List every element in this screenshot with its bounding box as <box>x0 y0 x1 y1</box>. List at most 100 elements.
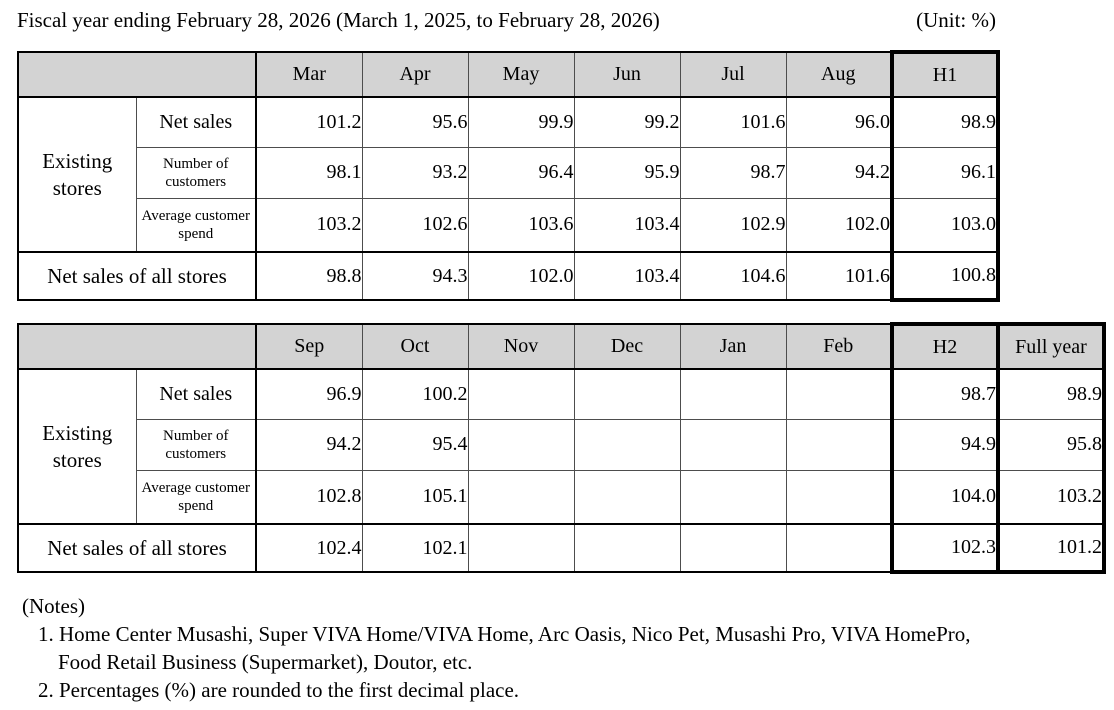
table-cell <box>467 368 575 420</box>
table-cell-h2-total: 94.9 <box>890 418 1000 471</box>
table-cell: 104.6 <box>679 251 787 301</box>
table-row: Average customer spend 102.8 105.1 104.0… <box>18 469 1106 525</box>
table-cell: 94.3 <box>361 251 469 301</box>
table-cell: 103.4 <box>573 251 681 301</box>
table-cell: 98.1 <box>255 146 363 199</box>
table-row: Sep Oct Nov Dec Jan Feb H2 Full year <box>17 322 1106 370</box>
table-cell: 102.0 <box>467 251 575 301</box>
row-label-all-stores: Net sales of all stores <box>17 523 257 573</box>
table-cell: 95.9 <box>573 146 681 199</box>
table-cell: 102.8 <box>255 469 363 525</box>
table-cell: 102.9 <box>679 197 787 253</box>
table-cell <box>679 368 787 420</box>
row-label-avg-spend: Average customer spend <box>135 197 257 253</box>
col-header-may: May <box>467 51 575 98</box>
table-row: Mar Apr May Jun Jul Aug H1 <box>17 50 1000 98</box>
title-bar: Fiscal year ending February 28, 2026 (Ma… <box>17 8 996 33</box>
table-row: Net sales of all stores 102.4 102.1 102.… <box>17 523 1106 574</box>
col-header-jan: Jan <box>679 323 787 370</box>
table-cell: 94.2 <box>255 418 363 471</box>
row-label-avg-spend: Average customer spend <box>135 469 257 525</box>
table-cell <box>467 469 575 525</box>
table-cell: 100.2 <box>361 368 469 420</box>
row-label-num-customers: Number of customers <box>135 418 257 471</box>
note-2: 2. Percentages (%) are rounded to the fi… <box>38 678 520 702</box>
table-cell: 101.6 <box>679 96 787 148</box>
corner-cell <box>17 51 257 98</box>
table-cell <box>679 469 787 525</box>
notes-section: (Notes) 1. Home Center Musashi, Super VI… <box>17 592 1114 704</box>
table-cell: 103.6 <box>467 197 575 253</box>
table-row: Number of customers 98.1 93.2 96.4 95.9 … <box>18 146 1000 199</box>
row-group-label: Existing stores <box>17 96 137 253</box>
table-cell <box>785 469 893 525</box>
table-cell <box>785 368 893 420</box>
table-cell: 95.6 <box>361 96 469 148</box>
table-cell: 96.4 <box>467 146 575 199</box>
table-cell: 94.2 <box>785 146 893 199</box>
col-header-feb: Feb <box>785 323 893 370</box>
table-cell-full-year: 95.8 <box>996 418 1106 471</box>
col-header-jun: Jun <box>573 51 681 98</box>
table-cell <box>785 523 893 573</box>
table-row: Existing stores Net sales 96.9 100.2 98.… <box>17 368 1106 525</box>
table-cell: 93.2 <box>361 146 469 199</box>
table-cell <box>573 368 681 420</box>
table-cell-h2-total: 104.0 <box>890 469 1000 525</box>
table-cell <box>573 469 681 525</box>
table-cell: 98.8 <box>255 251 363 301</box>
col-header-h2: H2 <box>890 322 1000 370</box>
table-cell-h2-total: 98.7 <box>890 368 1000 420</box>
table-cell: 95.4 <box>361 418 469 471</box>
table-cell-h1-total: 100.8 <box>890 251 1000 302</box>
table-cell: 96.0 <box>785 96 893 148</box>
table-cell: 102.0 <box>785 197 893 253</box>
table-cell-h2-total: 102.3 <box>890 523 1000 574</box>
table-row: Number of customers 94.2 95.4 94.9 95.8 <box>18 418 1106 471</box>
table-cell-h1-total: 96.1 <box>890 146 1000 199</box>
table-cell: 96.9 <box>255 368 363 420</box>
col-header-jul: Jul <box>679 51 787 98</box>
fiscal-table-h1: Mar Apr May Jun Jul Aug H1 Existing stor… <box>17 50 1000 302</box>
notes-heading: (Notes) <box>22 594 85 618</box>
table-row: Existing stores Net sales 101.2 95.6 99.… <box>17 96 1000 253</box>
page-title: Fiscal year ending February 28, 2026 (Ma… <box>17 8 660 32</box>
table-row: Average customer spend 103.2 102.6 103.6… <box>18 197 1000 253</box>
col-header-nov: Nov <box>467 323 575 370</box>
col-header-h1: H1 <box>890 50 1000 98</box>
table-cell: 102.1 <box>361 523 469 573</box>
table-cell <box>785 418 893 471</box>
table-cell: 105.1 <box>361 469 469 525</box>
table-cell <box>573 418 681 471</box>
row-group-label: Existing stores <box>17 368 137 525</box>
table-cell-full-year: 98.9 <box>996 368 1106 420</box>
row-label-net-sales: Net sales <box>135 368 257 420</box>
table-cell-h1-total: 98.9 <box>890 96 1000 148</box>
col-header-mar: Mar <box>255 51 363 98</box>
table-cell <box>467 523 575 573</box>
table-row: Net sales of all stores 98.8 94.3 102.0 … <box>17 251 1000 302</box>
table-cell <box>573 523 681 573</box>
table-cell-full-year: 101.2 <box>996 523 1106 574</box>
col-header-aug: Aug <box>785 51 893 98</box>
table-cell: 103.4 <box>573 197 681 253</box>
table-cell <box>679 418 787 471</box>
table-cell-h1-total: 103.0 <box>890 197 1000 253</box>
fiscal-table-h2: Sep Oct Nov Dec Jan Feb H2 Full year Exi… <box>17 322 1106 574</box>
table-cell: 99.2 <box>573 96 681 148</box>
row-label-all-stores: Net sales of all stores <box>17 251 257 301</box>
table-cell: 101.6 <box>785 251 893 301</box>
table-cell <box>679 523 787 573</box>
col-header-apr: Apr <box>361 51 469 98</box>
row-label-net-sales: Net sales <box>135 96 257 148</box>
table-cell: 102.6 <box>361 197 469 253</box>
table-cell: 101.2 <box>255 96 363 148</box>
note-1-line-2: Food Retail Business (Supermarket), Dout… <box>58 650 473 674</box>
table-cell-full-year: 103.2 <box>996 469 1106 525</box>
table-cell: 102.4 <box>255 523 363 573</box>
col-header-oct: Oct <box>361 323 469 370</box>
col-header-full-year: Full year <box>996 322 1106 370</box>
col-header-sep: Sep <box>255 323 363 370</box>
unit-label: (Unit: %) <box>916 8 996 32</box>
row-label-num-customers: Number of customers <box>135 146 257 199</box>
